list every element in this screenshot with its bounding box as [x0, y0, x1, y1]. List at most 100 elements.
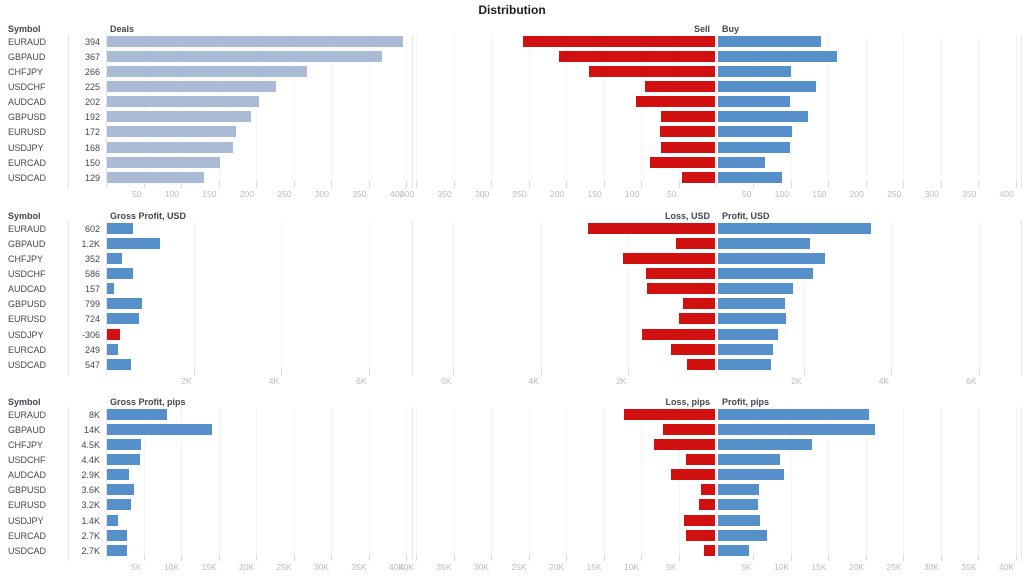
deals-bar[interactable]	[107, 156, 220, 168]
gross-profit-pips-bar[interactable]	[107, 514, 118, 526]
loss-profit-usd-right-bar[interactable]	[718, 268, 813, 280]
loss-profit-pips-left-bar[interactable]	[624, 409, 715, 420]
loss-profit-usd-left-bar[interactable]	[671, 343, 715, 355]
loss-profit-pips-left-bar[interactable]	[670, 469, 715, 481]
sell-buy-left-bar[interactable]	[559, 51, 715, 63]
gross-profit-usd-bar[interactable]	[107, 358, 131, 370]
deals-bar[interactable]	[107, 36, 403, 47]
gross-profit-usd-bar[interactable]	[107, 268, 133, 280]
loss-profit-usd-right-bar[interactable]	[718, 298, 785, 310]
sell-buy-right-bar[interactable]	[718, 141, 790, 153]
loss-profit-pips-left-bar[interactable]	[700, 484, 715, 496]
sell-buy-right-bar[interactable]	[718, 156, 766, 168]
gross-profit-usd-bar[interactable]	[107, 253, 123, 265]
loss-profit-pips-left-bar[interactable]	[663, 424, 715, 436]
sell-buy-right-bar[interactable]	[718, 66, 792, 78]
axis-tick-label: 25K	[511, 561, 527, 572]
sell-buy-right-bar[interactable]	[718, 111, 808, 123]
gross-profit-pips-bar[interactable]	[107, 409, 167, 420]
loss-profit-usd-left-bar[interactable]	[646, 268, 715, 280]
gross-profit-usd-bar[interactable]	[107, 328, 121, 340]
loss-profit-usd-right-bar[interactable]	[718, 328, 778, 340]
loss-profit-pips-right-bar[interactable]	[718, 409, 869, 420]
loss-profit-usd-left-bar[interactable]	[641, 328, 715, 340]
sell-buy-left-bar[interactable]	[661, 111, 715, 123]
loss-profit-usd-left-bar[interactable]	[588, 223, 715, 234]
gross-profit-usd-bar[interactable]	[107, 223, 134, 234]
loss-profit-pips-left-bar[interactable]	[685, 454, 715, 466]
loss-profit-usd-right-bar[interactable]	[718, 343, 773, 355]
axis-tick-label: 35K	[351, 561, 367, 572]
loss-profit-pips-left-bar[interactable]	[654, 439, 715, 451]
loss-profit-usd-right-bar[interactable]	[718, 253, 826, 265]
deals-bar[interactable]	[107, 171, 204, 183]
loss-profit-pips-right-bar[interactable]	[718, 439, 813, 451]
gross-profit-pips-bar[interactable]	[107, 424, 212, 436]
gross-profit-usd-bar[interactable]	[107, 313, 139, 325]
loss-profit-pips-right-bar[interactable]	[718, 424, 875, 436]
gross-profit-pips-bar[interactable]	[107, 454, 140, 466]
left-chart-zero-axis-line	[106, 221, 107, 375]
loss-profit-usd-right-bar[interactable]	[718, 358, 771, 370]
sell-buy-right-bar[interactable]	[718, 171, 782, 183]
sell-buy-right-bar[interactable]	[718, 81, 817, 93]
loss-profit-pips-left-bar[interactable]	[685, 529, 715, 541]
loss-profit-pips-right-bar[interactable]	[718, 544, 750, 556]
loss-usd-series-title: Loss, USD	[664, 211, 710, 221]
deals-bar[interactable]	[107, 66, 307, 78]
loss-profit-usd-left-bar[interactable]	[646, 283, 715, 295]
loss-profit-usd-right-bar[interactable]	[718, 313, 786, 325]
sell-buy-right-bar[interactable]	[718, 96, 790, 108]
loss-profit-usd-left-bar[interactable]	[686, 358, 715, 370]
sell-buy-left-bar[interactable]	[523, 36, 715, 47]
axis-tick-label: 150	[812, 188, 827, 199]
deals-bar[interactable]	[107, 141, 233, 153]
loss-profit-pips-right-bar[interactable]	[718, 499, 758, 511]
gross-profit-usd-bar[interactable]	[107, 343, 118, 355]
sell-buy-left-bar[interactable]	[649, 156, 715, 168]
gross-profit-pips-bar[interactable]	[107, 469, 129, 481]
gross-profit-usd-bar[interactable]	[107, 238, 160, 250]
gross-profit-pips-bar[interactable]	[107, 439, 141, 451]
sell-buy-left-bar[interactable]	[660, 126, 715, 138]
sell-buy-left-bar[interactable]	[589, 66, 715, 78]
loss-profit-pips-left-bar[interactable]	[699, 499, 715, 511]
loss-profit-pips-right-bar[interactable]	[718, 484, 760, 496]
loss-profit-usd-right-bar[interactable]	[718, 283, 794, 295]
deals-bar[interactable]	[107, 126, 236, 138]
gross-profit-pips-bar[interactable]	[107, 499, 131, 511]
loss-profit-pips-right-bar[interactable]	[718, 469, 784, 481]
sell-buy-left-bar[interactable]	[682, 171, 715, 183]
chart-gridline	[628, 221, 630, 368]
sell-buy-left-bar[interactable]	[661, 141, 715, 153]
value-label: 4.5K	[81, 440, 100, 451]
loss-profit-pips-right-bar[interactable]	[718, 514, 760, 526]
gross-profit-usd-bar[interactable]	[107, 283, 114, 295]
deals-bar[interactable]	[107, 96, 259, 108]
loss-profit-usd-left-bar[interactable]	[623, 253, 715, 265]
sell-buy-left-bar[interactable]	[644, 81, 715, 93]
sell-buy-right-bar[interactable]	[718, 126, 793, 138]
deals-bar[interactable]	[107, 111, 251, 123]
loss-profit-usd-right-bar[interactable]	[718, 238, 810, 250]
gross-profit-pips-bar[interactable]	[107, 529, 128, 541]
gross-profit-usd-bar[interactable]	[107, 298, 142, 310]
deals-bar[interactable]	[107, 51, 383, 63]
loss-profit-pips-left-bar[interactable]	[703, 544, 715, 556]
loss-profit-pips-right-bar[interactable]	[718, 529, 768, 541]
sell-buy-left-bar[interactable]	[635, 96, 715, 108]
gross-profit-pips-bar[interactable]	[107, 544, 128, 556]
loss-profit-usd-right-bar[interactable]	[718, 223, 872, 234]
sell-buy-right-bar[interactable]	[718, 36, 822, 47]
loss-profit-usd-left-bar[interactable]	[683, 298, 715, 310]
chart-gridline	[978, 221, 980, 368]
loss-profit-pips-left-bar[interactable]	[683, 514, 715, 526]
sell-buy-right-bar[interactable]	[718, 51, 838, 63]
loss-profit-usd-left-bar[interactable]	[675, 238, 715, 250]
loss-profit-pips-right-bar[interactable]	[718, 454, 781, 466]
plot-right-border-line	[1021, 221, 1022, 375]
loss-profit-usd-left-bar[interactable]	[678, 313, 715, 325]
deals-bar[interactable]	[107, 81, 276, 93]
axis-tick-mark	[566, 554, 567, 561]
gross-profit-pips-bar[interactable]	[107, 484, 134, 496]
